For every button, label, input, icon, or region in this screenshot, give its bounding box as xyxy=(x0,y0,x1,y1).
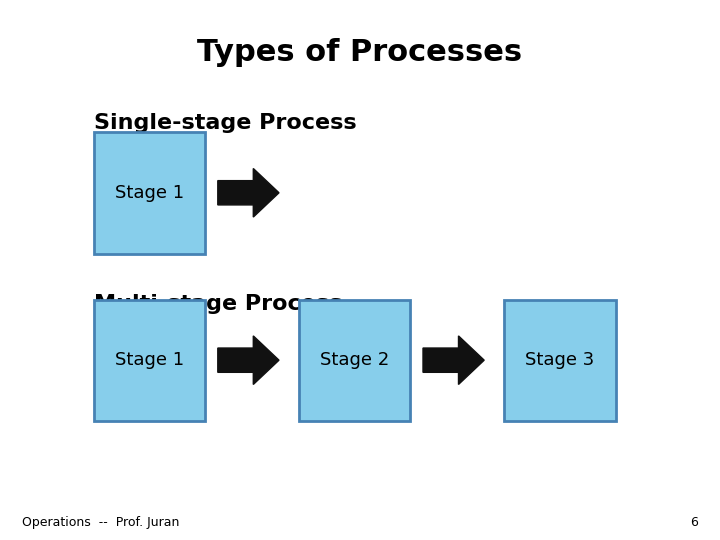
FancyArrow shape xyxy=(423,336,484,384)
FancyArrow shape xyxy=(217,336,279,384)
FancyBboxPatch shape xyxy=(299,300,410,421)
FancyBboxPatch shape xyxy=(504,300,616,421)
Text: Operations  --  Prof. Juran: Operations -- Prof. Juran xyxy=(22,516,179,529)
Text: Multi-stage Process: Multi-stage Process xyxy=(94,294,342,314)
Text: Stage 1: Stage 1 xyxy=(114,352,184,369)
FancyBboxPatch shape xyxy=(94,300,205,421)
FancyArrow shape xyxy=(217,168,279,217)
FancyBboxPatch shape xyxy=(94,132,205,254)
Text: Single-stage Process: Single-stage Process xyxy=(94,113,356,133)
Text: Stage 3: Stage 3 xyxy=(525,352,595,369)
Text: Stage 1: Stage 1 xyxy=(114,184,184,202)
Text: Stage 2: Stage 2 xyxy=(320,352,390,369)
Text: Types of Processes: Types of Processes xyxy=(197,38,523,67)
Text: 6: 6 xyxy=(690,516,698,529)
